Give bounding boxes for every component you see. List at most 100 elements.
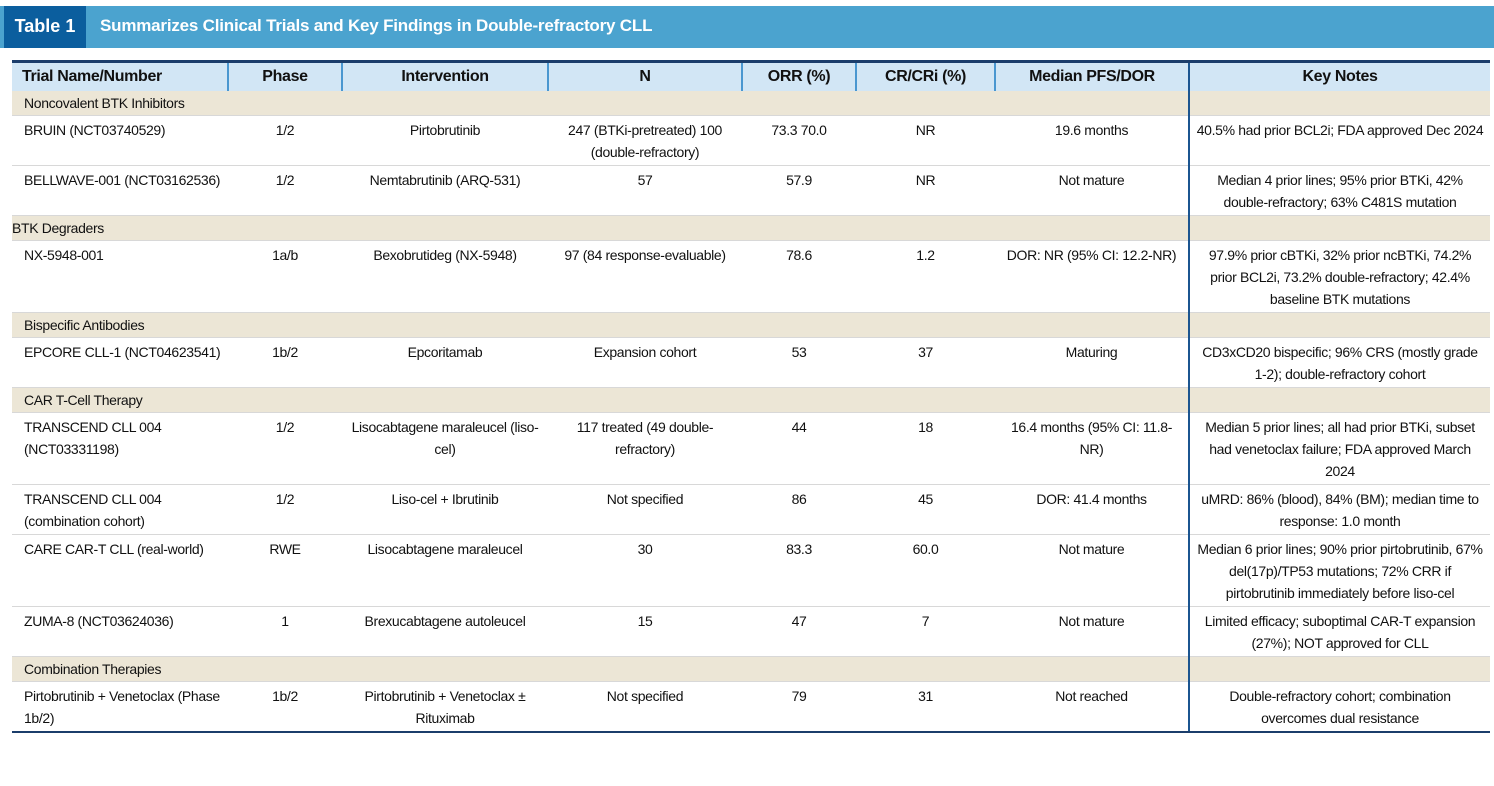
cell: 1b/2 — [228, 337, 342, 388]
cell: Liso-cel + Ibrutinib — [342, 484, 548, 535]
cell: EPCORE CLL-1 (NCT04623541) — [12, 337, 228, 388]
cell: Not mature — [995, 606, 1189, 657]
column-header: N — [547, 60, 742, 91]
section-row: Combination Therapies — [12, 656, 1490, 682]
column-header: ORR (%) — [741, 60, 856, 91]
column-header: Key Notes — [1188, 60, 1490, 91]
cell: Not mature — [995, 165, 1189, 216]
section-row: BTK Degraders — [12, 215, 1490, 241]
column-header: Intervention — [341, 60, 548, 91]
cell: Double-refractory cohort; combination ov… — [1188, 681, 1490, 733]
column-header: Phase — [227, 60, 342, 91]
table-title: Summarizes Clinical Trials and Key Findi… — [100, 16, 653, 35]
cell: 15 — [548, 606, 742, 657]
data-row: BRUIN (NCT03740529) 1/2 Pirtobrutinib 247 (… — [12, 115, 1490, 166]
cell: 45 — [856, 484, 995, 535]
header-row: Trial Name/Number Phase Intervention N ORR (… — [12, 60, 1490, 91]
section-cell — [1188, 387, 1490, 413]
cell: TRANSCEND CLL 004 (NCT03331198) — [12, 412, 228, 485]
data-row: NX-5948-001 1a/b Bexobrutideg (NX-5948) 97 … — [12, 240, 1490, 313]
data-row: EPCORE CLL-1 (NCT04623541) 1b/2 Epcoritama… — [12, 337, 1490, 388]
cell: Not specified — [548, 484, 742, 535]
cell: 47 — [742, 606, 856, 657]
data-row: ZUMA-8 (NCT03624036) 1 Brexucabtagene auto… — [12, 606, 1490, 657]
cell: 97.9% prior cBTKi, 32% prior ncBTKi, 74.… — [1188, 240, 1490, 313]
section-cell — [1188, 312, 1490, 338]
cell: 53 — [742, 337, 856, 388]
cell: Epcoritamab — [342, 337, 548, 388]
cell: CD3xCD20 bispecific; 96% CRS (mostly gra… — [1188, 337, 1490, 388]
cell: 57 — [548, 165, 742, 216]
table-body: Noncovalent BTK Inhibitors BRUIN (NCT0374… — [12, 91, 1490, 733]
cell: 16.4 months (95% CI: 11.8-NR) — [995, 412, 1189, 485]
cell: 83.3 — [742, 534, 856, 607]
cell: DOR: NR (95% CI: 12.2-NR) — [995, 240, 1189, 313]
cell: 97 (84 response-evaluable) — [548, 240, 742, 313]
cell: 247 (BTKi-pretreated) 100 (double-refrac… — [548, 115, 742, 166]
cell: TRANSCEND CLL 004 (combination cohort) — [12, 484, 228, 535]
section-cell — [1188, 215, 1490, 241]
cell: Nemtabrutinib (ARQ-531) — [342, 165, 548, 216]
cell: Median 5 prior lines; all had prior BTKi… — [1188, 412, 1490, 485]
cell: 1/2 — [228, 484, 342, 535]
cell: 44 — [742, 412, 856, 485]
section-cell — [1188, 91, 1490, 116]
cell: 19.6 months — [995, 115, 1189, 166]
section-cell — [1188, 656, 1490, 682]
cell: Pirtobrutinib + Venetoclax ± Rituximab — [342, 681, 548, 733]
table-label: Table 1 — [4, 6, 86, 48]
cell: CARE CAR-T CLL (real-world) — [12, 534, 228, 607]
cell: Pirtobrutinib + Venetoclax (Phase 1b/2) — [12, 681, 228, 733]
cell: 1 — [228, 606, 342, 657]
cell: 31 — [856, 681, 995, 733]
section-title: CAR T-Cell Therapy — [12, 387, 1189, 413]
section-title: Noncovalent BTK Inhibitors — [12, 91, 1189, 116]
cell: uMRD: 86% (blood), 84% (BM); median time… — [1188, 484, 1490, 535]
cell: Maturing — [995, 337, 1189, 388]
cell: 18 — [856, 412, 995, 485]
cell: Not mature — [995, 534, 1189, 607]
cell: Median 4 prior lines; 95% prior BTKi, 42… — [1188, 165, 1490, 216]
cell: BELLWAVE-001 (NCT03162536) — [12, 165, 228, 216]
cell: 40.5% had prior BCL2i; FDA approved Dec … — [1188, 115, 1490, 166]
column-header: Median PFS/DOR — [994, 60, 1189, 91]
cell: 60.0 — [856, 534, 995, 607]
data-row: Pirtobrutinib + Venetoclax (Phase 1b/2) 1… — [12, 681, 1490, 733]
cell: 78.6 — [742, 240, 856, 313]
cell: NX-5948-001 — [12, 240, 228, 313]
column-header: CR/CRi (%) — [855, 60, 995, 91]
column-header: Trial Name/Number — [12, 60, 228, 91]
cell: 30 — [548, 534, 742, 607]
cell: BRUIN (NCT03740529) — [12, 115, 228, 166]
cell: Bexobrutideg (NX-5948) — [342, 240, 548, 313]
trials-table: Trial Name/Number Phase Intervention N ORR (… — [12, 60, 1490, 733]
cell: Pirtobrutinib — [342, 115, 548, 166]
cell: 73.3 70.0 — [742, 115, 856, 166]
cell: 117 treated (49 double-refractory) — [548, 412, 742, 485]
cell: 1/2 — [228, 115, 342, 166]
data-row: TRANSCEND CLL 004 (combination cohort) 1/… — [12, 484, 1490, 535]
cell: Brexucabtagene autoleucel — [342, 606, 548, 657]
cell: Not reached — [995, 681, 1189, 733]
cell: 1/2 — [228, 412, 342, 485]
section-row: Noncovalent BTK Inhibitors — [12, 91, 1490, 116]
section-title: Combination Therapies — [12, 656, 1189, 682]
cell: 79 — [742, 681, 856, 733]
data-row: TRANSCEND CLL 004 (NCT03331198) 1/2 Lisoca… — [12, 412, 1490, 485]
cell: 7 — [856, 606, 995, 657]
cell: 1a/b — [228, 240, 342, 313]
cell: 86 — [742, 484, 856, 535]
data-row: BELLWAVE-001 (NCT03162536) 1/2 Nemtabrutin… — [12, 165, 1490, 216]
cell: NR — [856, 165, 995, 216]
cell: Limited efficacy; suboptimal CAR-T expan… — [1188, 606, 1490, 657]
section-row: Bispecific Antibodies — [12, 312, 1490, 338]
cell: RWE — [228, 534, 342, 607]
cell: 1/2 — [228, 165, 342, 216]
section-title: Bispecific Antibodies — [12, 312, 1189, 338]
cell: 57.9 — [742, 165, 856, 216]
title-bar: Table 1 Summarizes Clinical Trials and K… — [0, 6, 1494, 48]
cell: Expansion cohort — [548, 337, 742, 388]
cell: Lisocabtagene maraleucel — [342, 534, 548, 607]
cell: Lisocabtagene maraleucel (liso-cel) — [342, 412, 548, 485]
